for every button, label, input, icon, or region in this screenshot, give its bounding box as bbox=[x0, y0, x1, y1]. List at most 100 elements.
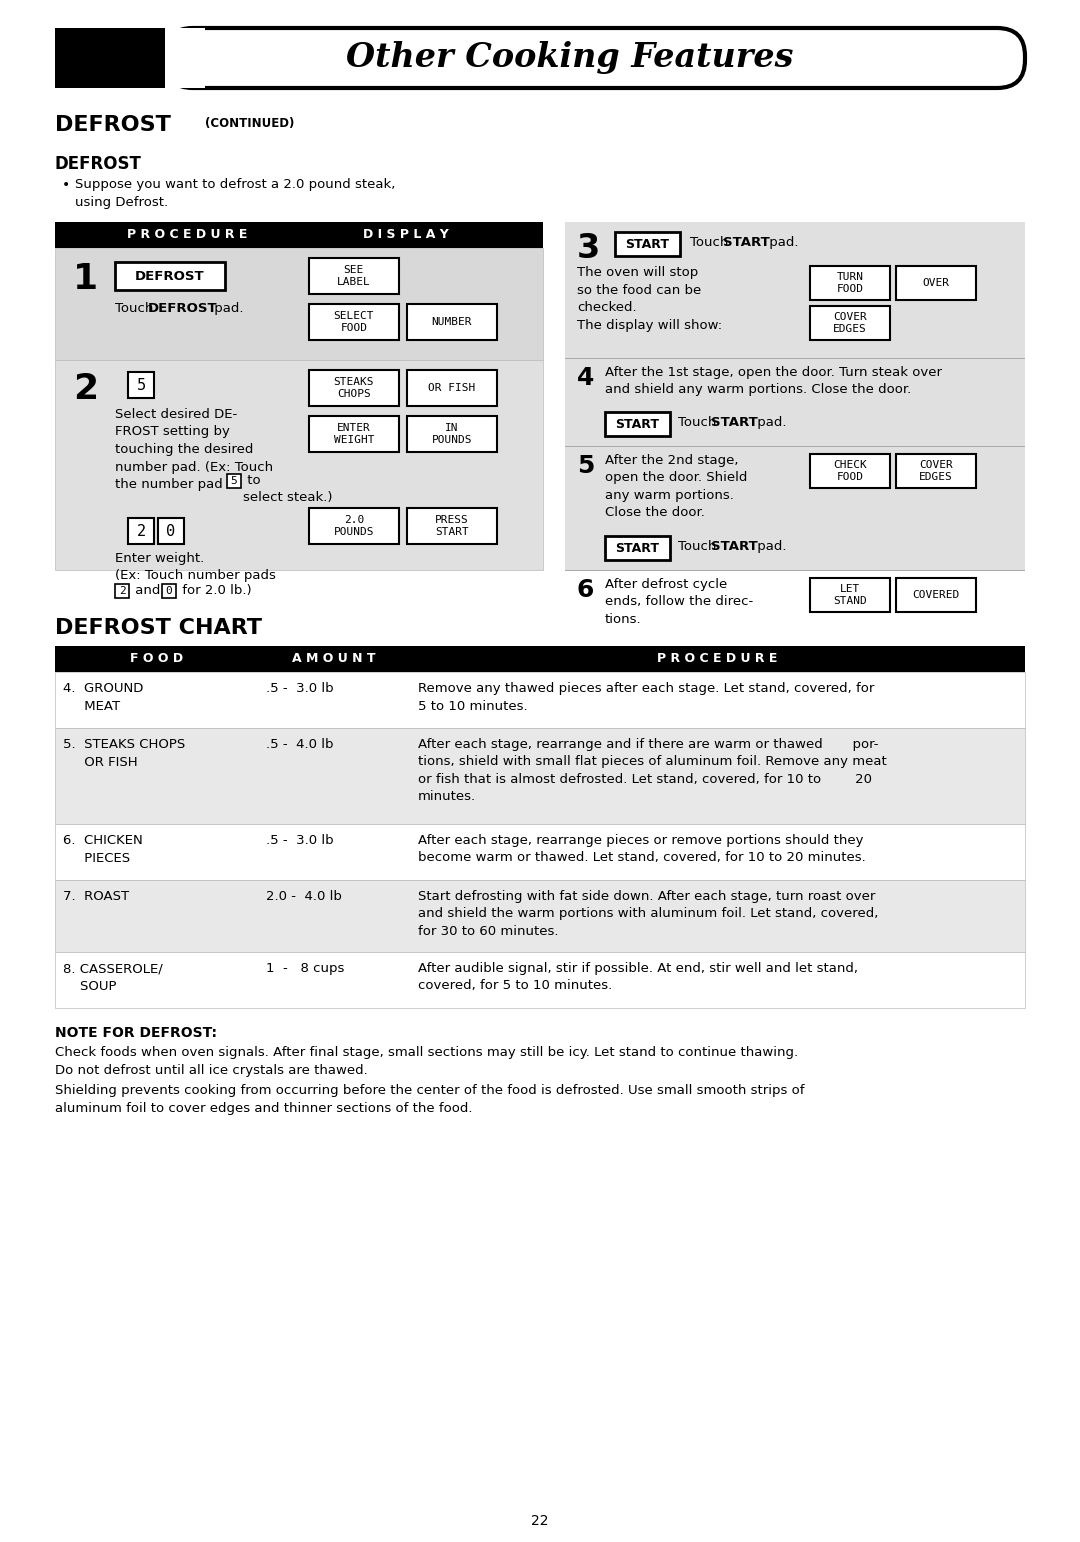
Text: to
select steak.): to select steak.) bbox=[243, 473, 333, 504]
Bar bbox=[55, 728, 1025, 823]
Text: 6.  CHICKEN
     PIECES: 6. CHICKEN PIECES bbox=[63, 834, 143, 865]
Text: (CONTINUED): (CONTINUED) bbox=[205, 117, 295, 130]
Text: 8. CASSEROLE/
    SOUP: 8. CASSEROLE/ SOUP bbox=[63, 962, 163, 993]
Text: 5: 5 bbox=[136, 378, 146, 393]
Bar bbox=[158, 518, 184, 544]
Text: Start defrosting with fat side down. After each stage, turn roast over
and shiel: Start defrosting with fat side down. Aft… bbox=[418, 890, 878, 938]
Bar bbox=[896, 453, 976, 487]
Text: Remove any thawed pieces after each stage. Let stand, covered, for
5 to 10 minut: Remove any thawed pieces after each stag… bbox=[418, 682, 875, 712]
Text: IN
POUNDS: IN POUNDS bbox=[432, 423, 472, 446]
Bar bbox=[896, 267, 976, 301]
Text: .5 -  3.0 lb: .5 - 3.0 lb bbox=[266, 834, 334, 847]
Bar bbox=[129, 518, 154, 544]
Text: Select desired DE-
FROST setting by
touching the desired
number pad. (Ex: Touch
: Select desired DE- FROST setting by touc… bbox=[114, 409, 273, 490]
Text: START: START bbox=[711, 416, 758, 429]
Bar bbox=[55, 951, 1025, 1008]
Bar bbox=[605, 537, 670, 560]
Text: 1  -   8 cups: 1 - 8 cups bbox=[266, 962, 345, 975]
Text: 4.  GROUND
     MEAT: 4. GROUND MEAT bbox=[63, 682, 144, 712]
Bar bbox=[55, 28, 190, 88]
Text: A M O U N T: A M O U N T bbox=[293, 652, 376, 666]
Bar bbox=[227, 473, 241, 487]
Text: DEFROST: DEFROST bbox=[55, 156, 141, 173]
Text: STEAKS
CHOPS: STEAKS CHOPS bbox=[334, 376, 374, 399]
Text: SEE
LABEL: SEE LABEL bbox=[337, 265, 370, 287]
Text: COVER
EDGES: COVER EDGES bbox=[833, 311, 867, 335]
Text: OR FISH: OR FISH bbox=[428, 382, 475, 393]
Bar bbox=[114, 262, 225, 290]
Bar bbox=[162, 584, 176, 598]
Bar bbox=[55, 359, 543, 571]
Text: PRESS
START: PRESS START bbox=[435, 515, 469, 537]
Bar bbox=[407, 507, 497, 544]
Text: 2: 2 bbox=[136, 523, 146, 538]
Bar bbox=[309, 304, 399, 339]
Bar bbox=[55, 880, 1025, 951]
Text: Check foods when oven signals. After final stage, small sections may still be ic: Check foods when oven signals. After fin… bbox=[55, 1045, 798, 1076]
Text: pad.: pad. bbox=[210, 302, 243, 315]
Text: CHECK
FOOD: CHECK FOOD bbox=[833, 460, 867, 483]
FancyBboxPatch shape bbox=[165, 28, 1025, 88]
Bar bbox=[309, 370, 399, 406]
Text: 2: 2 bbox=[73, 372, 98, 406]
Text: DEFROST: DEFROST bbox=[135, 270, 205, 282]
Bar bbox=[810, 453, 890, 487]
Text: Touch: Touch bbox=[678, 416, 720, 429]
Text: START: START bbox=[723, 236, 770, 248]
Text: 7.  ROAST: 7. ROAST bbox=[63, 890, 130, 904]
Text: 22: 22 bbox=[531, 1514, 549, 1528]
Bar bbox=[896, 578, 976, 612]
Text: NUMBER: NUMBER bbox=[432, 318, 472, 327]
Text: 6: 6 bbox=[577, 578, 594, 601]
Bar bbox=[309, 416, 399, 452]
Text: After defrost cycle
ends, follow the direc-
tions.: After defrost cycle ends, follow the dir… bbox=[605, 578, 753, 626]
Text: pad.: pad. bbox=[753, 540, 786, 554]
Bar bbox=[407, 370, 497, 406]
Text: •: • bbox=[62, 177, 70, 193]
Text: for 2.0 lb.): for 2.0 lb.) bbox=[178, 584, 252, 597]
Text: After the 2nd stage,
open the door. Shield
any warm portions.
Close the door.: After the 2nd stage, open the door. Shie… bbox=[605, 453, 747, 520]
Text: DEFROST: DEFROST bbox=[55, 116, 171, 136]
Text: P R O C E D U R E: P R O C E D U R E bbox=[658, 652, 778, 666]
Text: pad.: pad. bbox=[753, 416, 786, 429]
Text: 3: 3 bbox=[577, 231, 600, 265]
Text: 2.0
POUNDS: 2.0 POUNDS bbox=[334, 515, 374, 537]
Text: DEFROST CHART: DEFROST CHART bbox=[55, 618, 262, 638]
Bar bbox=[605, 412, 670, 436]
Text: Other Cooking Features: Other Cooking Features bbox=[347, 42, 794, 74]
Text: START: START bbox=[625, 237, 670, 250]
Text: 0: 0 bbox=[165, 586, 173, 597]
Text: 5: 5 bbox=[577, 453, 594, 478]
Text: 1: 1 bbox=[73, 262, 98, 296]
Bar bbox=[55, 672, 1025, 728]
Text: After each stage, rearrange and if there are warm or thawed       por-
tions, sh: After each stage, rearrange and if there… bbox=[418, 739, 887, 803]
Text: 5: 5 bbox=[231, 476, 238, 486]
Text: After each stage, rearrange pieces or remove portions should they
become warm or: After each stage, rearrange pieces or re… bbox=[418, 834, 866, 865]
Text: LET
STAND: LET STAND bbox=[833, 584, 867, 606]
Bar bbox=[309, 507, 399, 544]
Text: OVER: OVER bbox=[922, 278, 949, 288]
Bar bbox=[407, 304, 497, 339]
Bar bbox=[407, 416, 497, 452]
Text: START: START bbox=[616, 541, 660, 555]
Bar bbox=[810, 578, 890, 612]
Text: Suppose you want to defrost a 2.0 pound steak,
using Defrost.: Suppose you want to defrost a 2.0 pound … bbox=[75, 177, 395, 210]
Bar bbox=[810, 305, 890, 339]
Text: NOTE FOR DEFROST:: NOTE FOR DEFROST: bbox=[55, 1025, 217, 1039]
Text: 2: 2 bbox=[119, 586, 125, 597]
Text: P R O C E D U R E: P R O C E D U R E bbox=[126, 228, 247, 242]
Bar bbox=[165, 28, 205, 88]
Bar bbox=[565, 222, 1025, 571]
Text: Touch: Touch bbox=[678, 540, 720, 554]
Text: 5.  STEAKS CHOPS
     OR FISH: 5. STEAKS CHOPS OR FISH bbox=[63, 739, 186, 769]
Text: .5 -  4.0 lb: .5 - 4.0 lb bbox=[266, 739, 334, 751]
Bar bbox=[615, 231, 680, 256]
Text: START: START bbox=[616, 418, 660, 430]
Bar bbox=[129, 372, 154, 398]
Bar bbox=[114, 584, 129, 598]
Bar bbox=[55, 646, 1025, 672]
Bar bbox=[55, 222, 543, 248]
Text: Touch: Touch bbox=[114, 302, 158, 315]
Text: After audible signal, stir if possible. At end, stir well and let stand,
covered: After audible signal, stir if possible. … bbox=[418, 962, 858, 993]
Text: 2.0 -  4.0 lb: 2.0 - 4.0 lb bbox=[266, 890, 342, 904]
